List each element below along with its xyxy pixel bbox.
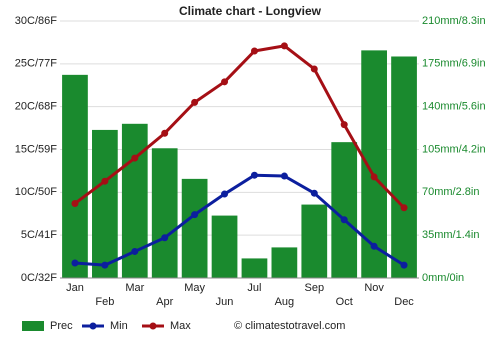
x-tick-label: Aug <box>275 296 295 308</box>
bar <box>92 129 118 278</box>
y2-tick-label: 140mm/5.6in <box>422 101 486 113</box>
point <box>400 261 408 269</box>
bar <box>181 178 208 278</box>
point <box>250 47 258 55</box>
x-tick-label: Jan <box>66 282 84 294</box>
point <box>191 98 199 106</box>
bar <box>391 56 417 278</box>
legend-label: Prec <box>50 320 73 332</box>
point <box>370 173 378 181</box>
point <box>310 189 318 197</box>
bar <box>62 74 88 278</box>
x-tick-label: Apr <box>156 296 173 308</box>
x-tick-label: Oct <box>336 296 353 308</box>
point <box>250 171 258 179</box>
credit: © climatestotravel.com <box>234 320 345 332</box>
point <box>131 247 139 255</box>
y2-tick-label: 210mm/8.3in <box>422 15 486 27</box>
point <box>191 211 199 219</box>
point <box>340 216 348 224</box>
x-tick-label: Feb <box>95 296 114 308</box>
x-tick-label: Dec <box>394 296 414 308</box>
bar <box>151 148 178 278</box>
point <box>161 234 169 242</box>
y2-tick-label: 105mm/4.2in <box>422 143 486 155</box>
legend-label: Max <box>170 320 191 332</box>
chart-title: Climate chart - Longview <box>179 4 322 18</box>
y2-tick-label: 35mm/1.4in <box>422 229 479 241</box>
legend-swatch <box>89 322 97 330</box>
line <box>74 44 406 209</box>
point <box>280 42 288 50</box>
y2-tick-label: 175mm/6.9in <box>422 58 486 70</box>
x-tick-label: Sep <box>305 282 325 294</box>
point <box>71 199 79 207</box>
point <box>400 204 408 212</box>
legend-label: Min <box>110 320 128 332</box>
bar <box>301 204 328 278</box>
x-tick-label: Mar <box>125 282 144 294</box>
y-tick-label: 0C/32F <box>21 272 57 284</box>
point <box>161 129 169 137</box>
x-tick-label: Jun <box>216 296 234 308</box>
legend-swatch <box>22 321 44 331</box>
point <box>370 242 378 250</box>
y-tick-label: 30C/86F <box>15 15 57 27</box>
bar <box>271 247 298 278</box>
point <box>101 177 109 185</box>
bar <box>241 258 268 278</box>
x-tick-label: Nov <box>364 282 384 294</box>
y-tick-label: 15C/59F <box>15 143 57 155</box>
legend-swatch <box>149 322 157 330</box>
point <box>340 121 348 129</box>
point <box>101 261 109 269</box>
bar <box>211 215 238 278</box>
point <box>221 78 229 86</box>
x-tick-label: May <box>184 282 205 294</box>
point <box>280 172 288 180</box>
bar <box>331 142 358 278</box>
y-tick-label: 5C/41F <box>21 229 57 241</box>
y-tick-label: 25C/77F <box>15 58 57 70</box>
point <box>71 259 79 267</box>
y2-tick-label: 70mm/2.8in <box>422 186 479 198</box>
y2-tick-label: 0mm/0in <box>422 272 464 284</box>
x-tick-label: Jul <box>247 282 261 294</box>
y-tick-label: 20C/68F <box>15 101 57 113</box>
line <box>74 173 405 267</box>
point <box>221 190 229 198</box>
point <box>310 65 318 73</box>
y-tick-label: 10C/50F <box>15 186 57 198</box>
point <box>131 154 139 162</box>
